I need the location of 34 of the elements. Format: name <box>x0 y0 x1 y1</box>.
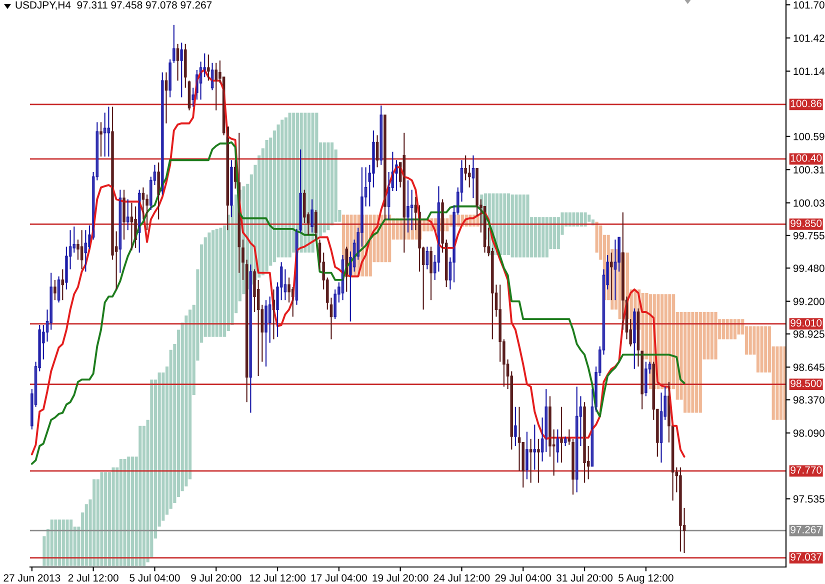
y-tick-label: 97.535 <box>793 495 824 503</box>
x-tick-label: 31 Jul 20:00 <box>556 574 612 582</box>
x-tick-label: 27 Jun 2013 <box>4 574 60 582</box>
ref-line-label: 97.267 <box>790 526 822 534</box>
ref-line-label: 99.850 <box>790 220 822 227</box>
x-tick-label: 24 Jul 12:00 <box>434 574 490 582</box>
y-tick-label: 98.925 <box>793 330 824 338</box>
chart-title: USDJPY,H4 97.311 97.458 97.078 97.267 <box>16 1 212 10</box>
y-tick-label: 98.370 <box>793 396 824 404</box>
y-tick-label: 98.645 <box>793 364 824 372</box>
y-tick-label: 101.14 <box>794 68 824 76</box>
x-tick-label: 12 Jul 12:00 <box>250 574 306 582</box>
y-tick-label: 99.480 <box>793 264 824 272</box>
y-tick-label: 101.70 <box>794 1 824 9</box>
ref-line-label: 100.40 <box>790 154 822 162</box>
x-tick-label: 29 Jul 04:00 <box>495 574 552 582</box>
ref-line-label: 99.010 <box>790 319 822 327</box>
x-tick-label: 2 Jul 12:00 <box>68 574 118 582</box>
ref-line-label: 97.770 <box>790 466 822 474</box>
y-tick-label: 98.090 <box>793 429 824 437</box>
y-tick-label: 101.42 <box>794 34 824 42</box>
x-tick-label: 5 Jul 04:00 <box>130 574 180 582</box>
y-tick-label: 100.03 <box>794 199 824 207</box>
ref-line-label: 100.86 <box>790 100 822 108</box>
y-tick-label: 100.59 <box>794 132 824 140</box>
y-tick-label: 99.200 <box>793 298 824 306</box>
x-tick-label: 9 Jul 20:00 <box>191 574 242 582</box>
x-tick-label: 5 Aug 12:00 <box>618 574 674 584</box>
ref-line-label: 97.037 <box>790 553 822 561</box>
x-tick-label: 19 Jul 20:00 <box>372 574 428 582</box>
ref-line-label: 98.500 <box>790 380 822 388</box>
y-tick-label: 100.31 <box>794 166 824 174</box>
x-tick-label: 17 Jul 04:00 <box>311 574 367 582</box>
y-tick-label: 99.755 <box>793 232 824 240</box>
